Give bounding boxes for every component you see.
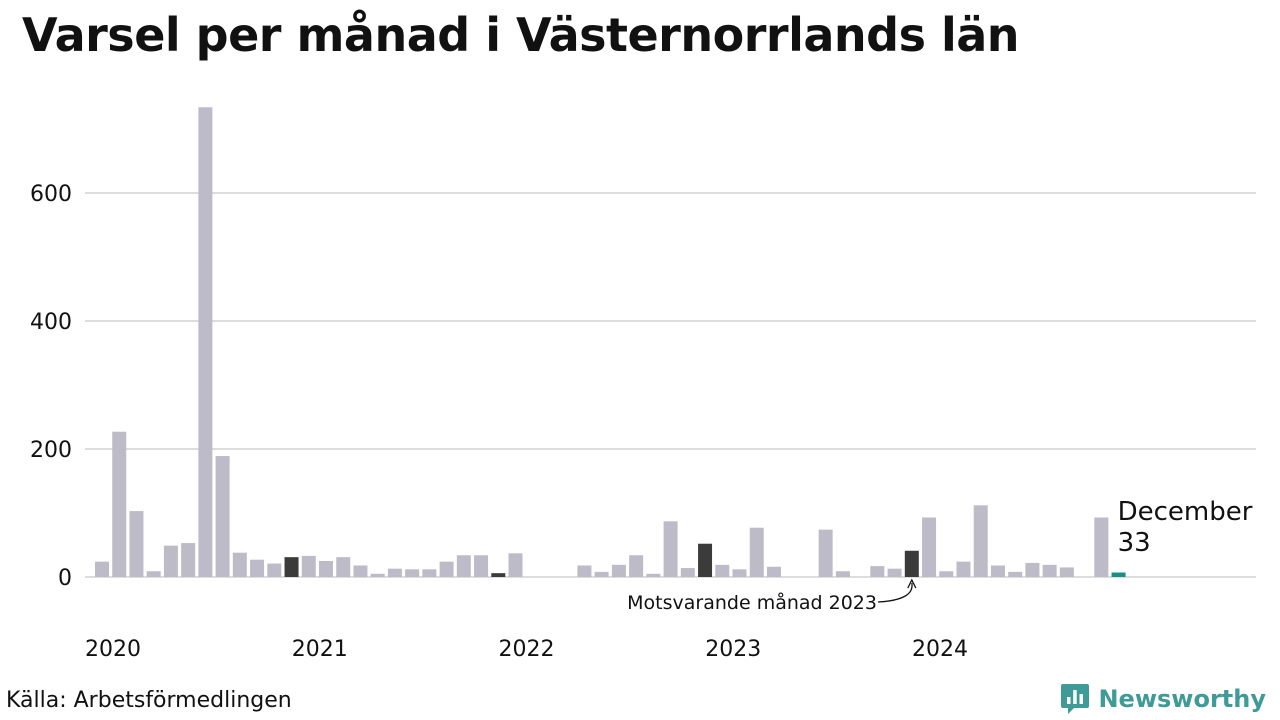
source-label: Källa: Arbetsförmedlingen (6, 688, 292, 713)
bar-2020-10 (250, 559, 265, 577)
bar-2022-12 (698, 543, 713, 577)
bar-2024-09 (1059, 567, 1074, 577)
bar-2021-04 (353, 565, 368, 577)
x-tick-label-2022: 2022 (499, 637, 555, 662)
annotation-arrow-head (907, 578, 917, 589)
bars (95, 107, 1126, 578)
bar-2020-03 (129, 511, 144, 577)
bar-2021-11 (474, 555, 489, 577)
bar-2024-02 (939, 571, 954, 577)
bar-2022-05 (577, 565, 592, 577)
bar-2021-10 (456, 555, 471, 577)
y-tick-label: 0 (58, 566, 72, 591)
bar-2021-12 (491, 573, 506, 577)
bar-2022-01 (508, 553, 523, 577)
bar-2023-03 (749, 527, 764, 577)
annotation-arrow-line (877, 582, 913, 603)
bar-2021-06 (387, 568, 402, 577)
bar-2024-07 (1025, 562, 1040, 577)
bar-2021-03 (336, 557, 351, 577)
bar-2023-02 (732, 569, 747, 577)
x-tick-label-2021: 2021 (292, 637, 348, 662)
brand-name: Newsworthy (1098, 685, 1266, 713)
x-tick-label-2024: 2024 (912, 637, 968, 662)
latest-value-label: 33 (1118, 528, 1151, 558)
bar-2023-10 (870, 566, 885, 577)
y-tick-label: 200 (30, 438, 72, 463)
bar-2022-09 (646, 573, 661, 577)
grid-lines (85, 192, 1256, 578)
bar-2020-02 (112, 431, 127, 577)
bar-2022-07 (611, 564, 626, 577)
bar-2020-01 (95, 561, 109, 577)
bar-2024-05 (990, 565, 1005, 577)
x-tick-label-2023: 2023 (705, 637, 761, 662)
bar-2022-08 (629, 555, 644, 577)
bar-2022-06 (594, 571, 609, 577)
bar-2021-05 (370, 573, 385, 577)
bar-2024-06 (1008, 571, 1023, 577)
bar-2021-07 (405, 569, 420, 577)
bar-2022-10 (663, 521, 678, 577)
bar-2020-12 (284, 557, 299, 577)
x-axis-year-labels: 2020 2021 2022 2023 2024 (85, 637, 968, 662)
bar-2021-02 (318, 561, 333, 577)
bar-2020-07 (198, 107, 213, 578)
bar-2020-09 (232, 552, 247, 577)
bar-2023-07 (818, 529, 833, 577)
bar-2024-08 (1042, 564, 1057, 577)
x-tick-label-2020: 2020 (85, 637, 141, 662)
y-axis-labels: 0 200 400 600 (30, 182, 72, 591)
bar-2023-11 (887, 568, 902, 577)
bar-2020-06 (181, 543, 196, 577)
bar-2024-03 (956, 561, 971, 577)
bar-2023-04 (766, 566, 781, 577)
bar-2020-08 (215, 456, 230, 577)
bar-2024-12 (1111, 572, 1126, 577)
bar-2023-08 (835, 571, 850, 577)
bar-2021-09 (439, 561, 454, 577)
bar-2023-12 (904, 550, 919, 577)
bar-2024-04 (973, 505, 988, 577)
bar-2021-08 (422, 569, 437, 577)
bar-2023-01 (715, 564, 730, 577)
chart-title: Varsel per månad i Västernorrlands län (22, 8, 1020, 62)
bar-2020-04 (146, 571, 161, 577)
latest-month-label: December (1118, 497, 1253, 527)
brand-logo: Newsworthy (1060, 682, 1266, 716)
bar-2020-05 (163, 545, 178, 577)
newsworthy-logo-icon (1061, 684, 1090, 714)
y-tick-label: 600 (30, 182, 72, 207)
bar-2024-01 (922, 517, 937, 577)
y-tick-label: 400 (30, 310, 72, 335)
bar-2021-01 (301, 555, 316, 577)
bar-2024-11 (1094, 517, 1109, 577)
bar-2020-11 (267, 563, 282, 577)
bar-2022-11 (680, 568, 695, 577)
annotation-label: Motsvarande månad 2023 (627, 591, 877, 614)
